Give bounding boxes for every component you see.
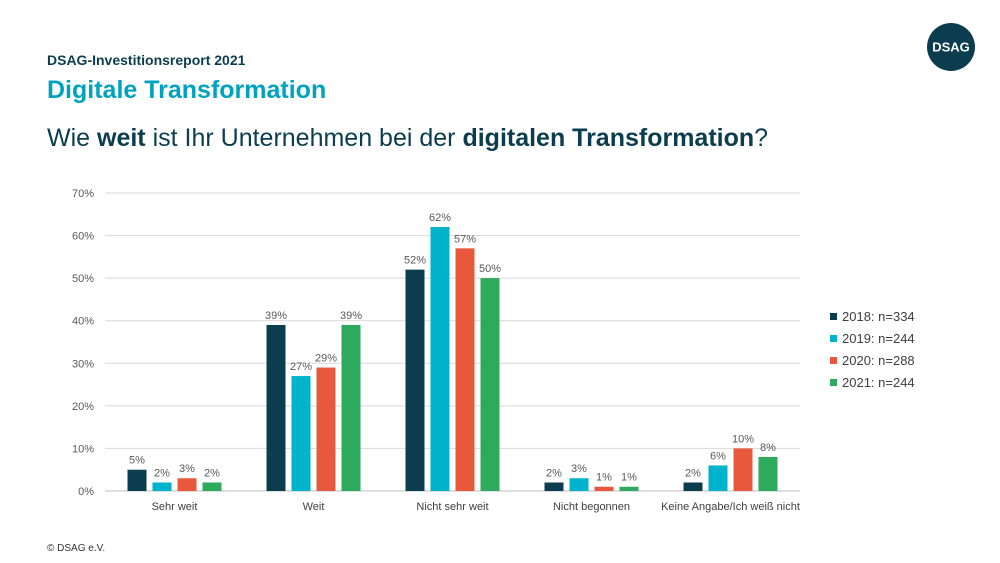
data-label: 29% bbox=[315, 353, 337, 365]
bar bbox=[758, 456, 778, 491]
legend-label: 2018: n=334 bbox=[842, 309, 915, 324]
report-label: DSAG-Investitionsreport 2021 bbox=[47, 52, 246, 68]
category-label: Sehr weit bbox=[152, 501, 198, 513]
bar bbox=[594, 486, 614, 491]
data-label: 39% bbox=[265, 310, 287, 322]
bar bbox=[569, 478, 589, 491]
data-label: 39% bbox=[340, 310, 362, 322]
bar bbox=[455, 248, 475, 491]
category-label: Weit bbox=[303, 501, 325, 513]
data-label: 5% bbox=[129, 455, 145, 467]
bar bbox=[480, 278, 500, 491]
data-label: 1% bbox=[621, 472, 637, 484]
y-tick-label: 70% bbox=[72, 188, 94, 200]
copyright-text: © DSAG e.V. bbox=[47, 543, 106, 554]
data-label: 1% bbox=[596, 472, 612, 484]
y-tick-label: 60% bbox=[72, 231, 94, 243]
bar bbox=[152, 482, 172, 491]
data-label: 52% bbox=[404, 255, 426, 267]
legend-swatch bbox=[830, 357, 837, 364]
category-label: Nicht sehr weit bbox=[416, 501, 488, 513]
logo-circle bbox=[927, 23, 975, 71]
dsag-logo: DSAG bbox=[927, 23, 975, 71]
category-label: Nicht begonnen bbox=[553, 501, 630, 513]
y-tick-label: 10% bbox=[72, 443, 94, 455]
data-label: 50% bbox=[479, 263, 501, 275]
bar bbox=[127, 469, 147, 491]
data-label: 3% bbox=[571, 463, 587, 475]
data-label: 27% bbox=[290, 361, 312, 373]
legend-swatch bbox=[830, 335, 837, 342]
data-label: 10% bbox=[732, 433, 754, 445]
y-tick-label: 50% bbox=[72, 273, 94, 285]
bar bbox=[291, 376, 311, 491]
bar bbox=[341, 324, 361, 491]
bar bbox=[430, 227, 450, 492]
bar bbox=[177, 478, 197, 491]
data-label: 2% bbox=[685, 467, 701, 479]
data-label: 6% bbox=[710, 450, 726, 462]
question-part-bold: digitalen Transformation bbox=[462, 124, 755, 152]
legend-label: 2021: n=244 bbox=[842, 375, 915, 390]
data-label: 2% bbox=[154, 467, 170, 479]
question-part: ? bbox=[754, 124, 769, 152]
bar bbox=[708, 465, 728, 491]
bar bbox=[266, 324, 286, 491]
bar bbox=[683, 482, 703, 491]
legend-label: 2020: n=288 bbox=[842, 353, 915, 368]
bar bbox=[316, 367, 336, 491]
y-tick-label: 30% bbox=[72, 358, 94, 370]
question-part-bold: weit bbox=[97, 124, 146, 152]
logo-text: DSAG bbox=[932, 40, 970, 55]
y-tick-label: 40% bbox=[72, 316, 94, 328]
data-label: 2% bbox=[546, 467, 562, 479]
y-tick-label: 0% bbox=[78, 486, 94, 498]
data-label: 3% bbox=[179, 463, 195, 475]
bar bbox=[733, 448, 753, 491]
legend-label: 2019: n=244 bbox=[842, 331, 915, 346]
legend-swatch bbox=[830, 379, 837, 386]
legend-swatch bbox=[830, 313, 837, 320]
data-label: 8% bbox=[760, 442, 776, 454]
data-label: 62% bbox=[429, 212, 451, 224]
category-label: Keine Angabe/Ich weiß nicht bbox=[661, 501, 800, 513]
bar bbox=[202, 482, 222, 491]
y-tick-label: 20% bbox=[72, 401, 94, 413]
question-part: Wie bbox=[47, 124, 97, 152]
question-title: Wie weit ist Ihr Unternehmen bei der dig… bbox=[47, 124, 768, 153]
question-part: ist Ihr Unternehmen bei der bbox=[145, 124, 463, 152]
data-label: 57% bbox=[454, 233, 476, 245]
bar bbox=[405, 269, 425, 491]
data-label: 2% bbox=[204, 467, 220, 479]
bar bbox=[544, 482, 564, 491]
bar bbox=[619, 486, 639, 491]
section-title: Digitale Transformation bbox=[47, 76, 327, 104]
